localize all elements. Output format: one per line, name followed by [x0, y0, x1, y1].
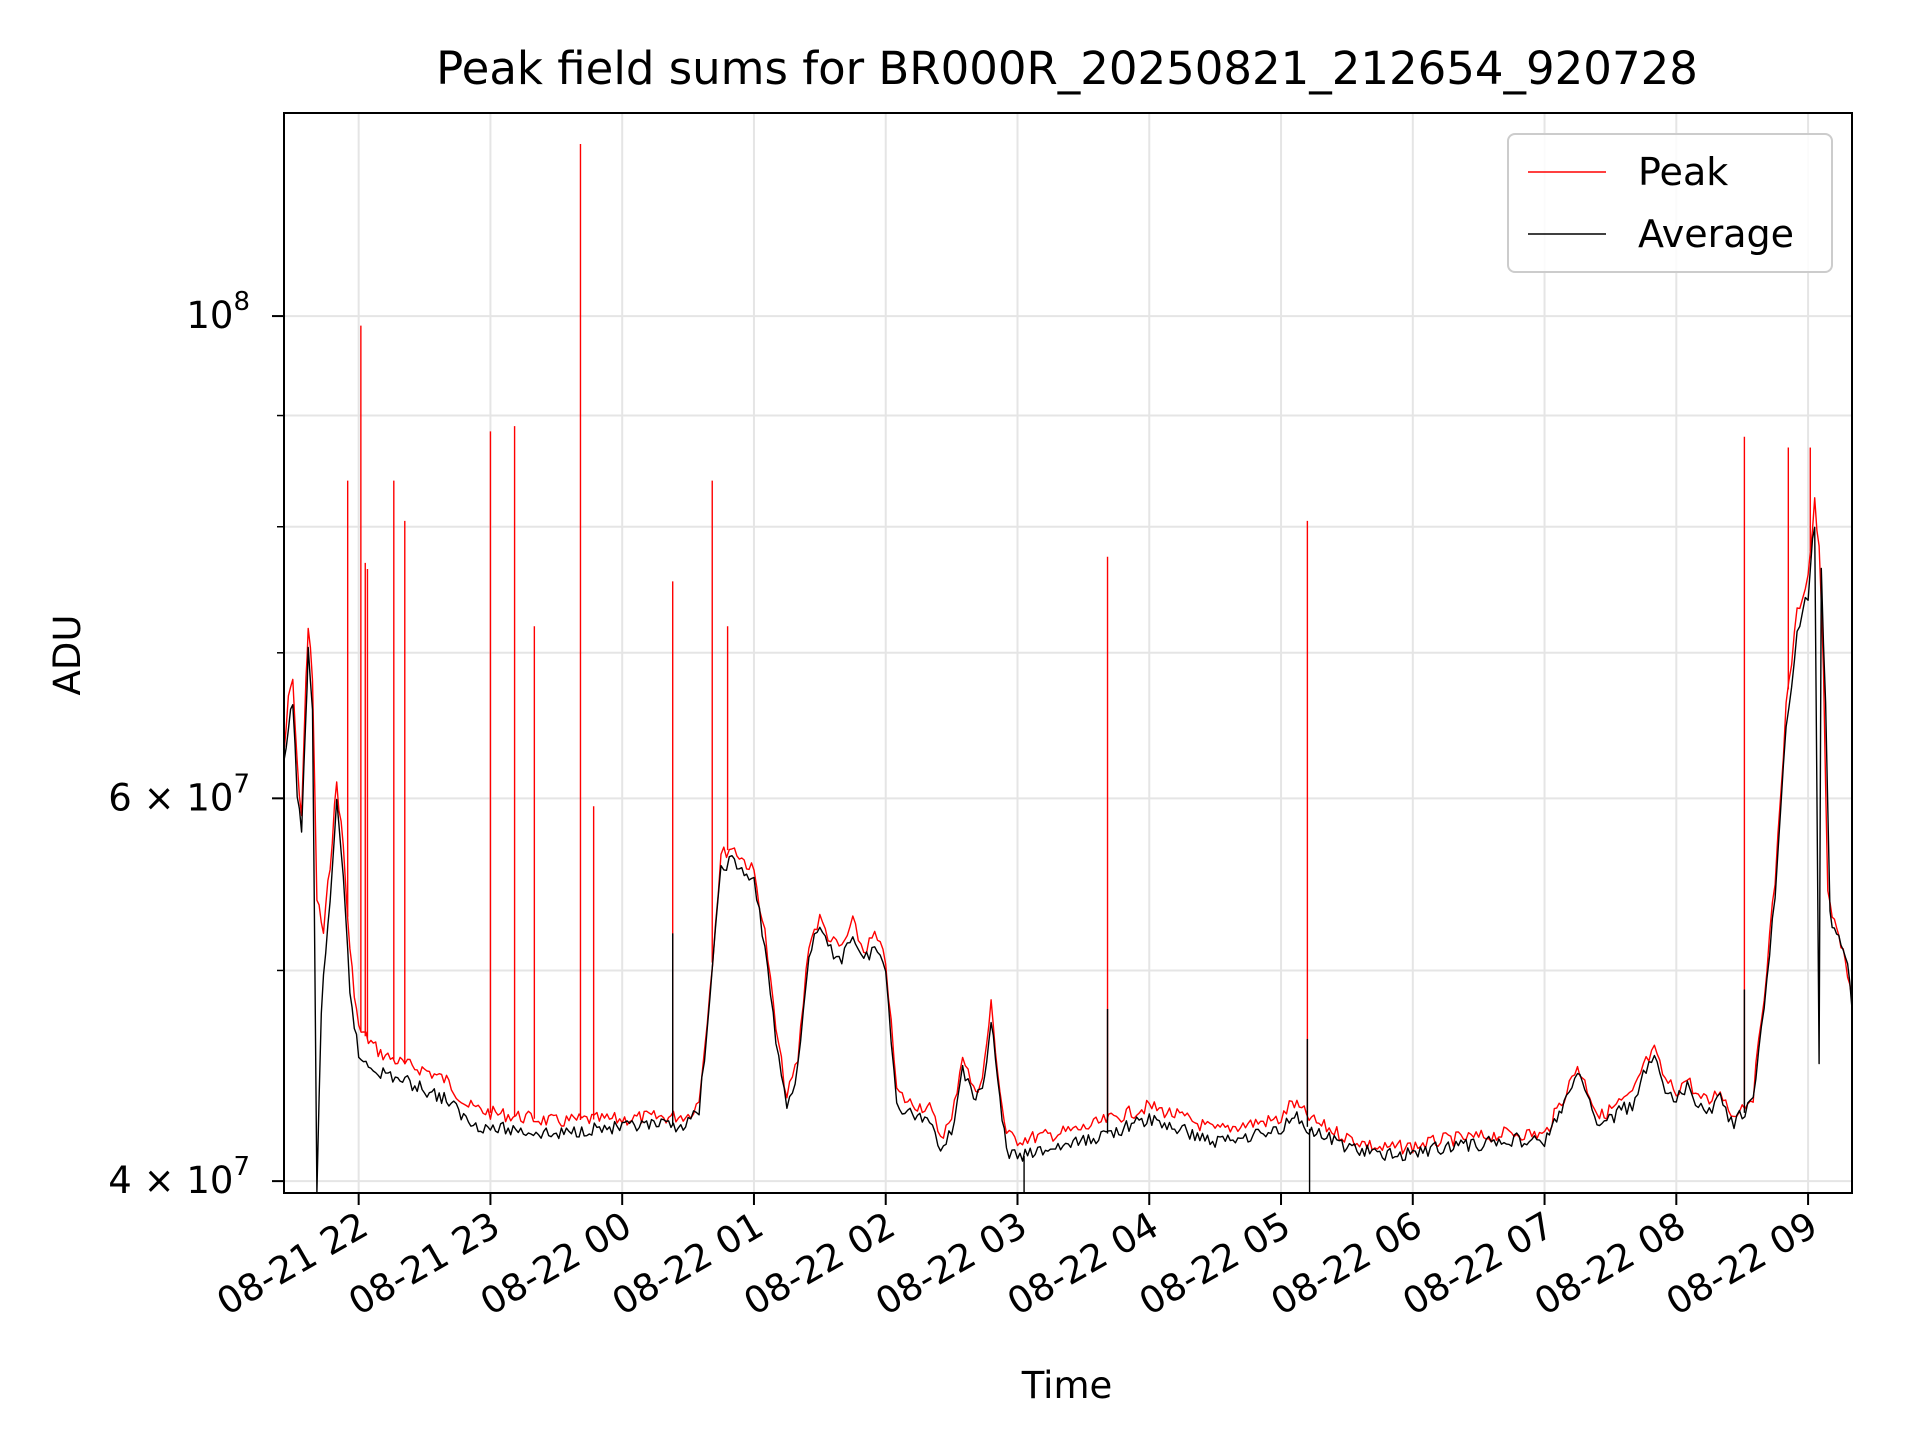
plot-area	[284, 136, 1852, 1193]
legend-label-average: Average	[1638, 212, 1794, 256]
legend: Peak Average	[1507, 133, 1833, 273]
y-tick-label: 108	[186, 287, 250, 337]
grid	[284, 113, 1852, 1193]
y-tick-label-exponent: 7	[233, 769, 250, 799]
x-axis-label: Time	[1021, 1364, 1113, 1407]
series-line-peak	[284, 497, 1852, 1155]
y-tick-label: 6 × 107	[108, 769, 250, 819]
series-line-average	[284, 526, 1852, 1193]
chart-title: Peak field sums for BR000R_20250821_2126…	[436, 42, 1698, 95]
y-tick-label: 4 × 107	[108, 1152, 250, 1202]
y-tick-label-base: 10	[186, 294, 233, 337]
series-peak	[284, 136, 1852, 1155]
y-tick-label-exponent: 7	[233, 1152, 250, 1182]
legend-label-peak: Peak	[1638, 150, 1728, 194]
y-tick-label-exponent: 8	[233, 287, 250, 317]
y-tick-label-base: 4 × 10	[108, 1159, 233, 1202]
y-axis-label: ADU	[46, 615, 89, 696]
legend-box	[1507, 133, 1833, 273]
series-average	[284, 526, 1852, 1193]
y-tick-label-base: 6 × 10	[108, 776, 233, 819]
